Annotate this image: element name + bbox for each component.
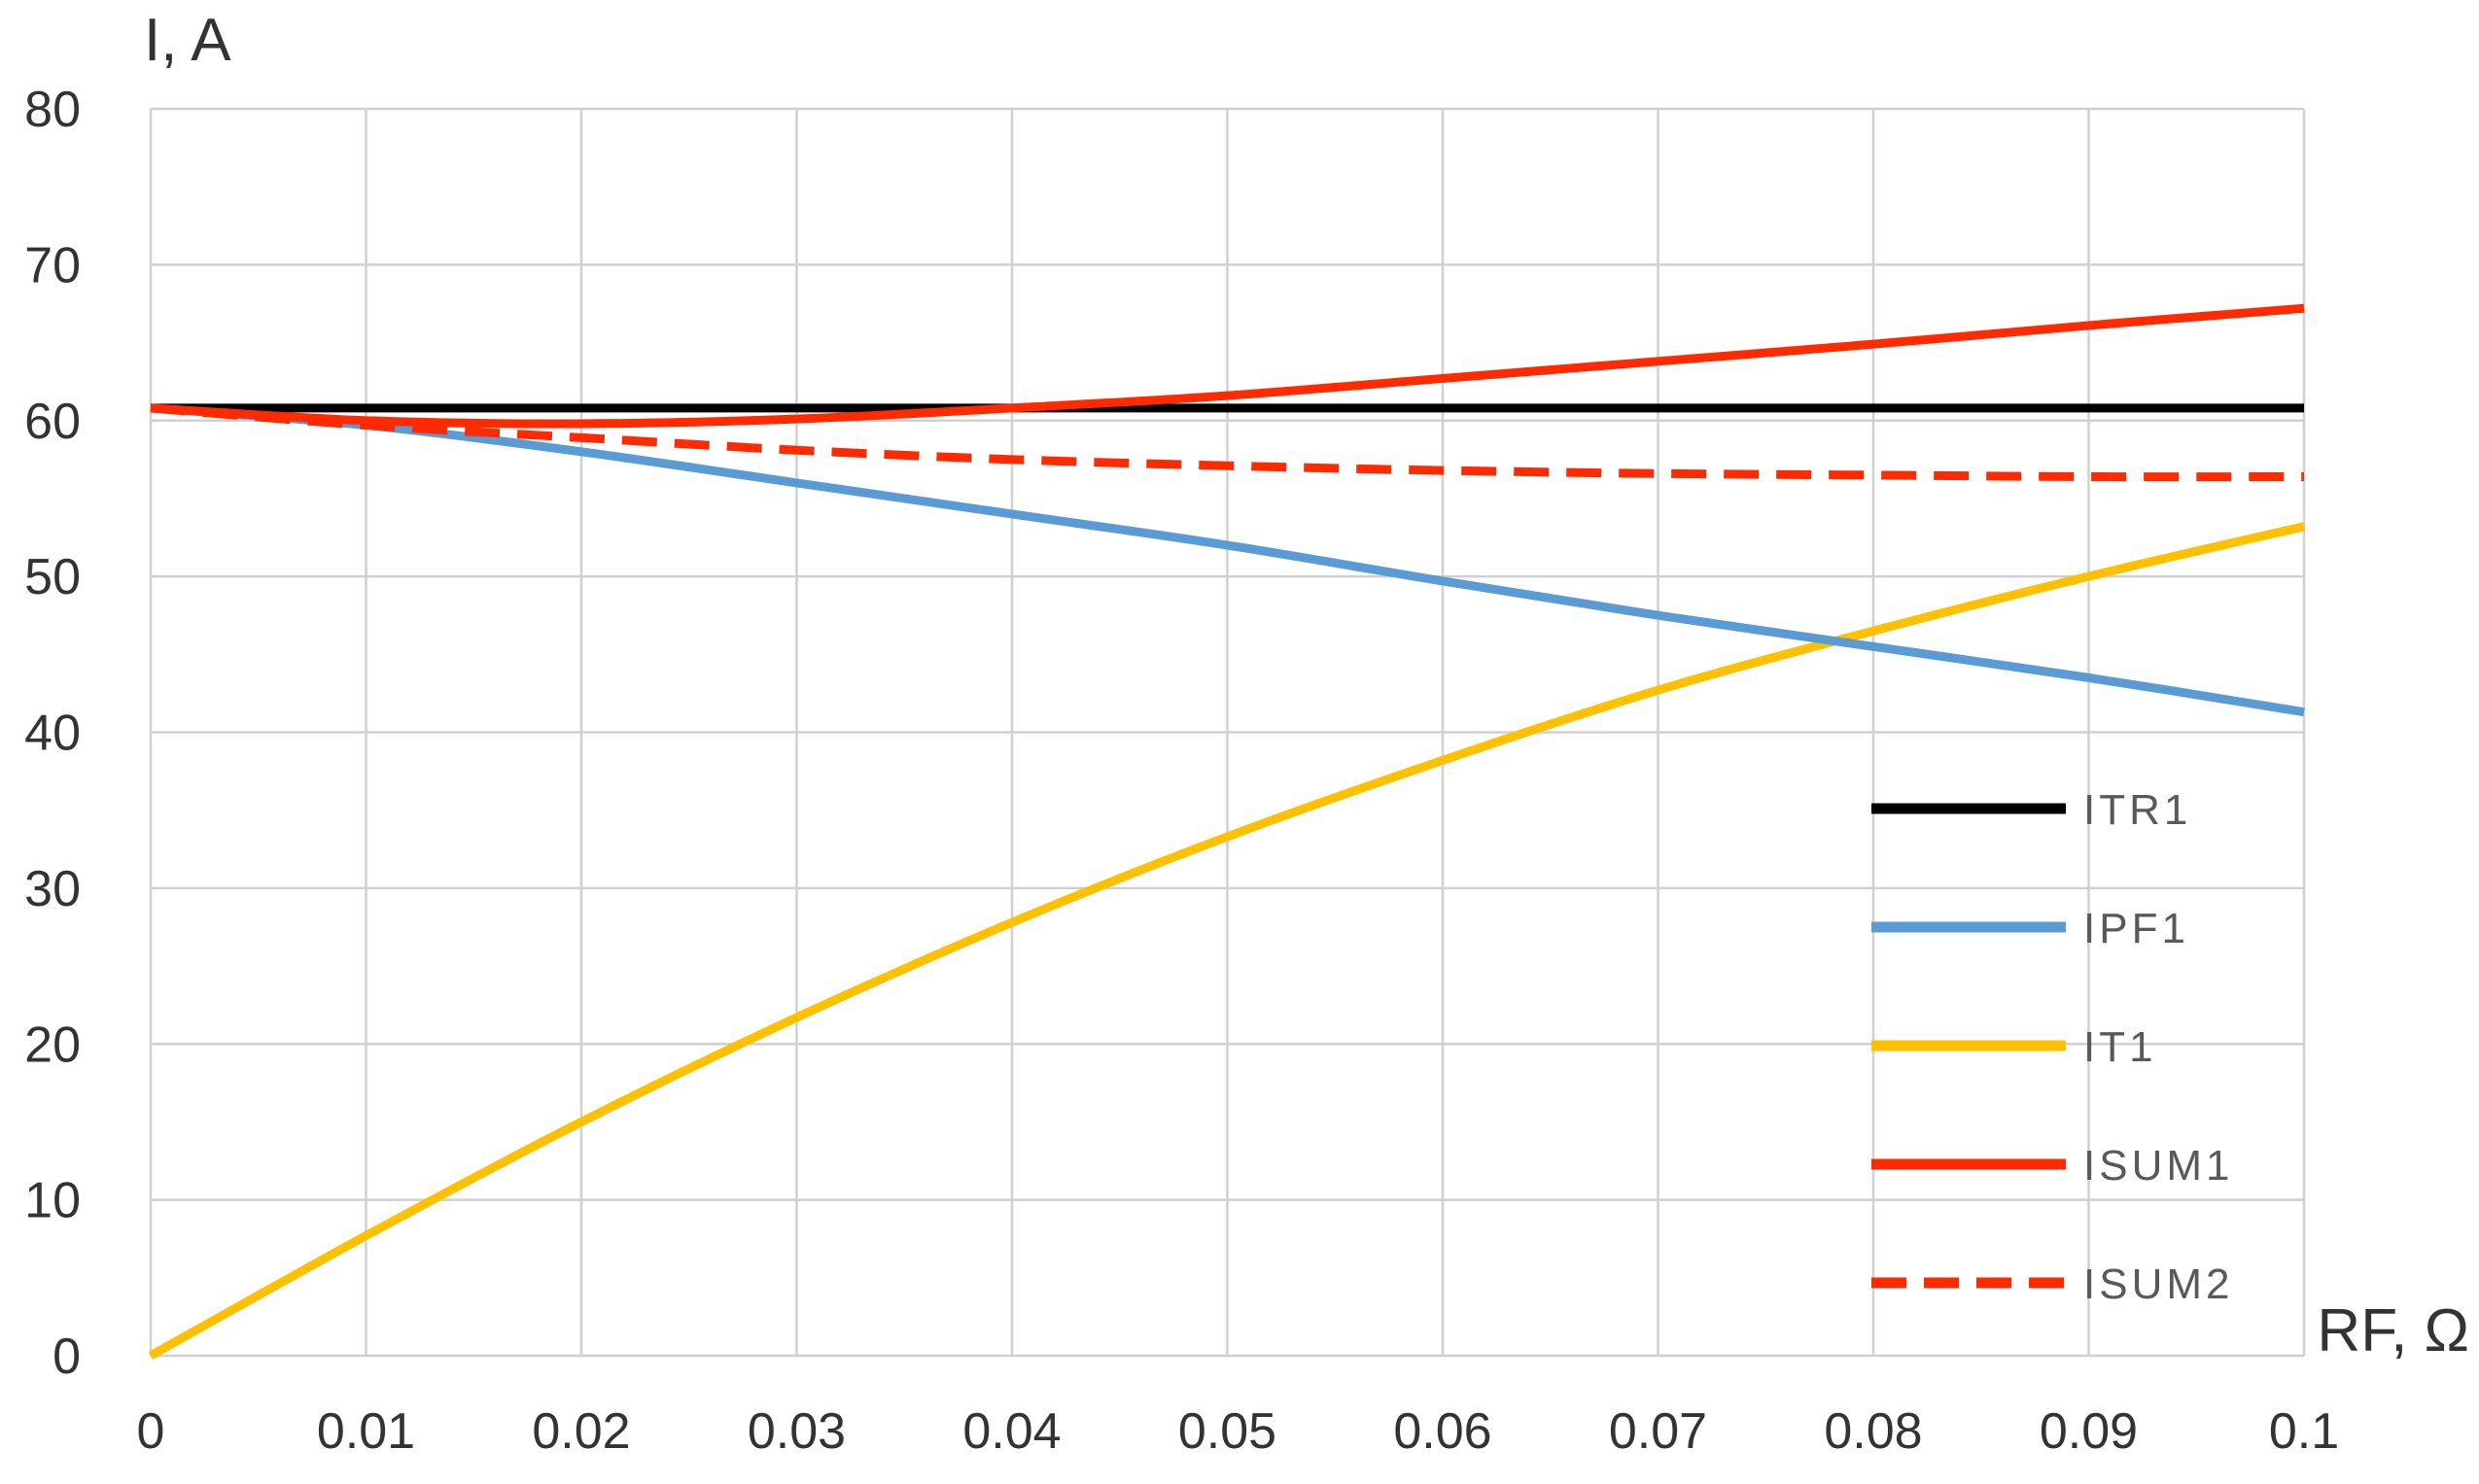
tick-labels: 0 0.01 0.02 0.03 0.04 0.05 0.06 0.07 0.08 0.09 0.1…	[24, 82, 2339, 1460]
x-tick-label: 0.02	[532, 1403, 630, 1460]
y-tick-label: 40	[24, 706, 81, 762]
y-tick-label: 30	[24, 861, 81, 917]
x-tick-label: 0.06	[1393, 1403, 1491, 1460]
y-tick-label: 80	[24, 82, 81, 138]
y-axis-title: I, A	[144, 7, 231, 74]
legend-label-isum1: ISUM1	[2083, 1142, 2233, 1190]
gridlines	[149, 107, 2306, 1358]
legend-label-itr1: ITR1	[2083, 786, 2191, 834]
y-tick-label: 20	[24, 1017, 81, 1073]
y-tick-label: 70	[24, 237, 81, 293]
y-tick-label: 0	[52, 1329, 81, 1385]
legend: ITR1 IPF1 IT1 ISUM1 ISUM2	[1871, 786, 2233, 1308]
x-tick-label: 0.04	[962, 1403, 1061, 1460]
legend-label-ipf1: IPF1	[2083, 905, 2189, 952]
series-line-isum1	[150, 303, 2305, 429]
series-line-it1	[148, 522, 2306, 1360]
x-tick-label: 0	[137, 1403, 165, 1460]
x-axis-title: RF, Ω	[2317, 1297, 2469, 1364]
x-tick-label: 0.03	[748, 1403, 846, 1460]
y-tick-label: 60	[24, 394, 81, 450]
series-line-ipf1	[150, 403, 2305, 717]
series-line-isum2	[150, 403, 2305, 482]
x-tick-label: 0.07	[1609, 1403, 1707, 1460]
legend-label-it1: IT1	[2083, 1023, 2157, 1071]
y-tick-label: 50	[24, 549, 81, 605]
series-lines	[148, 303, 2306, 1360]
legend-label-isum2: ISUM2	[2083, 1260, 2233, 1308]
x-tick-label: 0.05	[1178, 1403, 1276, 1460]
x-tick-label: 0.09	[2040, 1403, 2138, 1460]
x-tick-label: 0.1	[2269, 1403, 2339, 1460]
x-tick-label: 0.08	[1824, 1403, 1922, 1460]
y-tick-label: 10	[24, 1173, 81, 1229]
x-tick-label: 0.01	[317, 1403, 415, 1460]
